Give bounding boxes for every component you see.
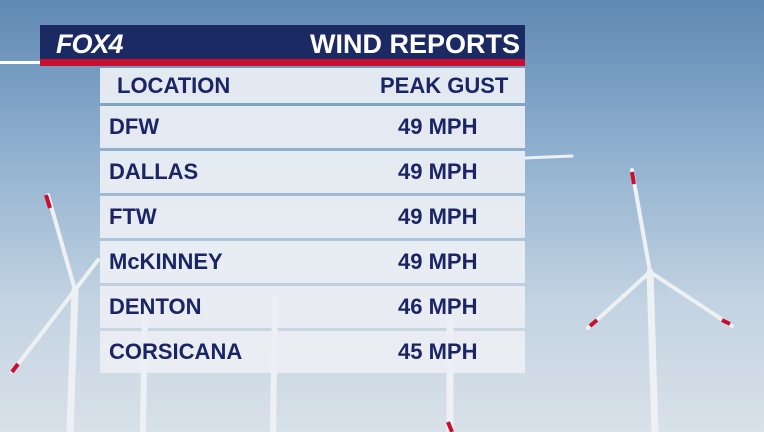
header-stripe bbox=[40, 59, 525, 66]
table-header: LOCATION PEAK GUST bbox=[100, 68, 525, 103]
peak-gust: 49 MPH bbox=[398, 204, 478, 229]
table-row: DFW 49 MPH bbox=[100, 106, 525, 148]
title: WIND REPORTS bbox=[309, 29, 520, 59]
report-table: LOCATION PEAK GUST DFW 49 MPH DALLAS 49 MPH… bbox=[100, 68, 525, 376]
logo: FOX4 bbox=[56, 29, 124, 59]
table-row: McKINNEY 49 MPH bbox=[100, 241, 525, 283]
column-header: PEAK GUST bbox=[380, 72, 509, 98]
table-row: FTW 49 MPH bbox=[100, 196, 525, 238]
location: CORSICANA bbox=[109, 339, 243, 364]
peak-gust: 49 MPH bbox=[398, 249, 478, 274]
table-row: DENTON 46 MPH bbox=[100, 286, 525, 328]
peak-gust: 46 MPH bbox=[398, 294, 478, 319]
peak-gust: 49 MPH bbox=[398, 114, 478, 139]
table-row: CORSICANA 45 MPH bbox=[100, 331, 525, 373]
peak-gust: 49 MPH bbox=[398, 159, 478, 184]
location: DFW bbox=[109, 114, 160, 139]
table-row: DALLAS 49 MPH bbox=[100, 151, 525, 193]
location: DALLAS bbox=[109, 159, 199, 184]
location: McKINNEY bbox=[109, 249, 223, 274]
location: DENTON bbox=[109, 294, 202, 319]
peak-gust: 45 MPH bbox=[398, 339, 478, 364]
column-header: LOCATION bbox=[117, 72, 231, 98]
header-bar bbox=[40, 25, 525, 59]
location: FTW bbox=[109, 204, 157, 229]
